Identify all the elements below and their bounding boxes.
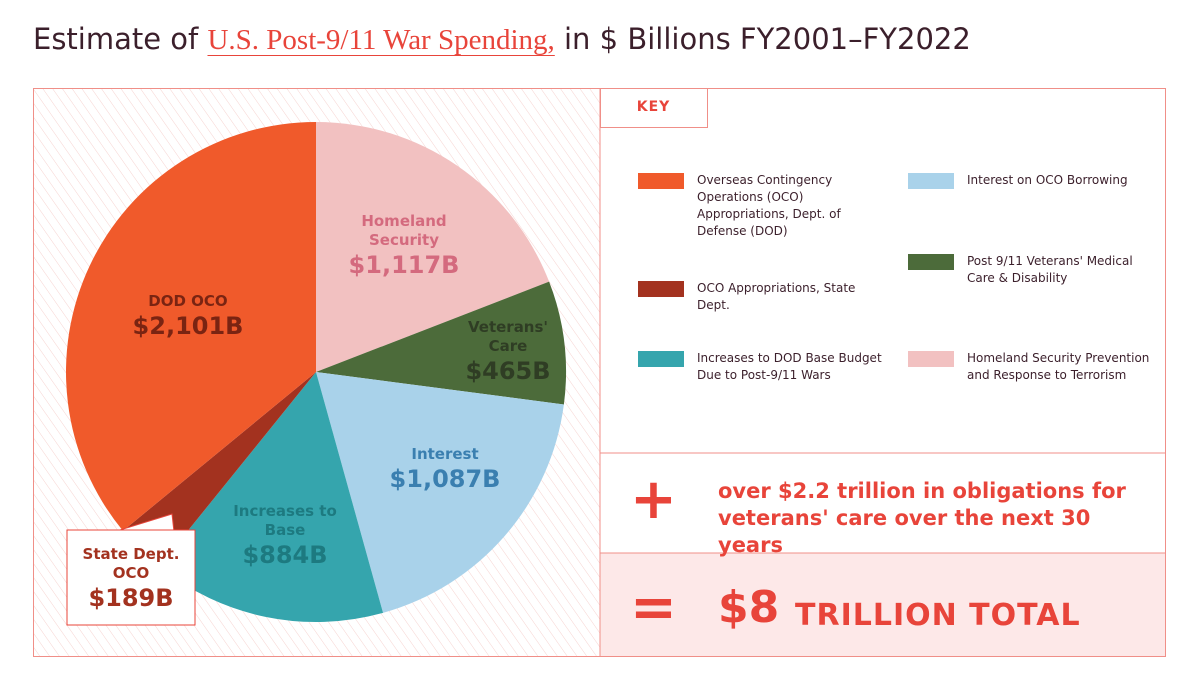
callout-box	[66, 529, 196, 626]
legend-text: OCO Appropriations, State Dept.	[697, 281, 856, 312]
pie	[65, 122, 566, 622]
slice-name: Veterans' Care	[467, 318, 549, 355]
legend-text: Homeland Security Prevention and Respons…	[967, 351, 1150, 382]
title-link[interactable]: U.S. Post-9/11 War Spending,	[207, 24, 555, 56]
slice-value: $189B	[88, 584, 174, 612]
title-text: Estimate of	[33, 22, 199, 56]
legend-text: Post 9/11 Veterans' Medical Care & Disab…	[967, 254, 1133, 285]
slice-label: Interest $1,087B	[375, 445, 515, 494]
slice-value: $884B	[242, 541, 328, 569]
legend-text: Increases to DOD Base Budget Due to Post…	[697, 351, 882, 382]
pie-slice	[316, 372, 564, 613]
pie-slice	[316, 281, 566, 405]
pie-slice	[316, 122, 550, 372]
slice-name: State Dept. OCO	[82, 545, 180, 582]
key-box	[600, 88, 708, 128]
equals-sign: =	[630, 575, 677, 640]
slice-value: $1,087B	[389, 465, 501, 493]
legend-swatch	[638, 351, 684, 367]
slice-label: DOD OCO $2,101B	[118, 292, 258, 341]
slice-value: $1,117B	[348, 251, 460, 279]
legend-swatch	[908, 351, 954, 367]
slice-value: $465B	[465, 357, 551, 385]
slice-label: Veterans' Care $465B	[453, 318, 563, 386]
legend-swatch	[908, 173, 954, 189]
slice-label: Increases to Base $884B	[225, 502, 345, 570]
legend-swatch	[638, 173, 684, 189]
slice-label: Homeland Security $1,117B	[334, 212, 474, 280]
slice-name: Interest	[411, 445, 479, 463]
slice-value: $2,101B	[132, 312, 244, 340]
slice-label: State Dept. OCO $189B	[71, 545, 191, 613]
slice-name: Increases to Base	[233, 502, 337, 539]
pie-slice	[158, 372, 384, 622]
legend-text: Interest on OCO Borrowing	[967, 173, 1128, 187]
plus-text: over $2.2 trillion in obligations for ve…	[718, 479, 1126, 557]
slice-name: DOD OCO	[148, 292, 228, 310]
total-amount: $8	[718, 582, 780, 633]
legend-swatch	[908, 254, 954, 270]
total-text: TRILLION TOTAL	[795, 598, 1081, 633]
total-panel	[600, 553, 1166, 657]
legend-swatch	[638, 281, 684, 297]
legend-title: KEY	[636, 99, 671, 115]
title: Estimate of U.S. Post-9/11 War Spending,…	[33, 22, 971, 57]
plus-sign: +	[630, 467, 677, 532]
legend-text: Overseas Contingency Operations (OCO) Ap…	[697, 173, 841, 238]
slice-name: Homeland Security	[361, 212, 447, 249]
title-suffix: in $ Billions FY2001–FY2022	[564, 22, 971, 56]
pie-slice	[65, 122, 316, 531]
